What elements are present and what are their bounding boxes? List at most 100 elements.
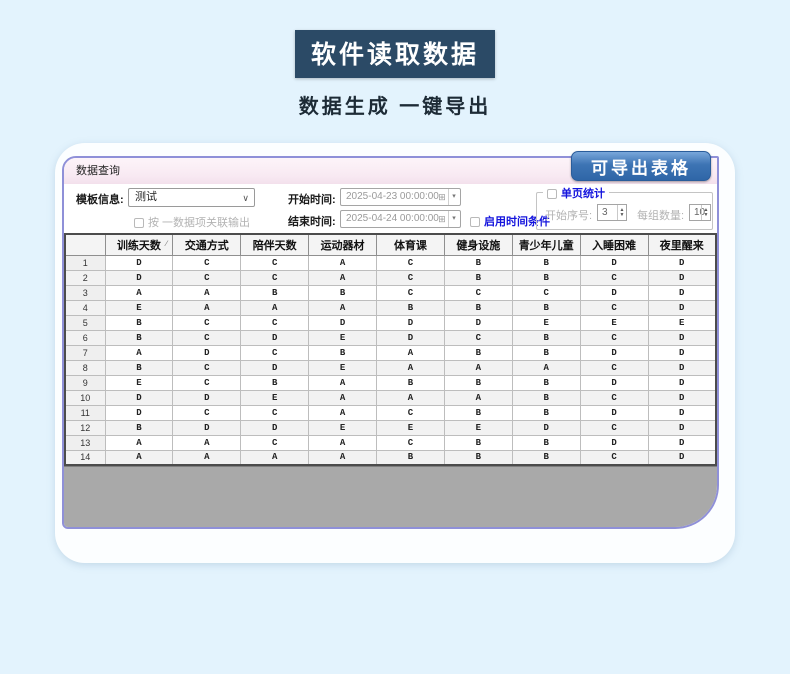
table-cell[interactable]: D (579, 404, 649, 421)
table-cell[interactable]: A (443, 389, 513, 406)
table-cell[interactable]: A (172, 434, 242, 451)
table-cell[interactable]: A (443, 359, 513, 376)
column-header[interactable]: 入睡困难 (579, 233, 649, 256)
table-row[interactable]: 11 D C C A C B B D D (64, 404, 717, 421)
table-row[interactable]: 14 A A A A B B B C D (64, 449, 717, 466)
table-cell[interactable]: C (172, 329, 242, 346)
table-cell[interactable]: E (104, 299, 174, 316)
table-cell[interactable]: A (172, 284, 242, 301)
table-cell[interactable]: D (240, 419, 310, 436)
table-cell[interactable]: B (240, 374, 310, 391)
table-cell[interactable]: B (104, 419, 174, 436)
table-cell[interactable]: C (579, 329, 649, 346)
table-cell[interactable]: C (579, 269, 649, 286)
link-output-checkbox[interactable] (134, 218, 144, 229)
table-cell[interactable]: A (240, 449, 310, 466)
dropdown-arrow-icon[interactable]: ▾ (452, 193, 456, 200)
enable-time-option[interactable]: 启用时间条件 (470, 213, 550, 229)
table-cell[interactable]: D (579, 254, 649, 271)
table-cell[interactable]: D (647, 359, 717, 376)
table-cell[interactable]: D (647, 344, 717, 361)
table-cell[interactable]: B (308, 284, 377, 301)
table-cell[interactable]: D (376, 314, 445, 331)
table-cell[interactable]: A (376, 389, 445, 406)
table-cell[interactable]: C (172, 314, 242, 331)
table-cell[interactable]: D (376, 329, 445, 346)
table-cell[interactable]: B (443, 299, 513, 316)
group-count-stepper[interactable]: 10 ▲ ▼ (689, 204, 711, 221)
table-cell[interactable]: D (647, 329, 717, 346)
table-cell[interactable]: A (104, 449, 174, 466)
table-cell[interactable]: B (443, 254, 513, 271)
table-cell[interactable]: D (579, 374, 649, 391)
table-cell[interactable]: D (647, 419, 717, 436)
column-header[interactable]: 运动器材 (308, 233, 377, 256)
spin-down-icon[interactable]: ▼ (703, 211, 709, 218)
dropdown-arrow-icon[interactable]: ▾ (452, 215, 456, 222)
table-cell[interactable]: A (308, 389, 377, 406)
table-cell[interactable]: C (240, 344, 310, 361)
column-header[interactable]: 陪伴天数 (240, 233, 310, 256)
datetime-picker-icon[interactable]: ⊞ (436, 211, 449, 227)
link-output-option[interactable]: 按 一数据项关联输出 (134, 214, 250, 230)
table-cell[interactable]: D (579, 284, 649, 301)
export-badge[interactable]: 可导出表格 (571, 151, 711, 181)
table-cell[interactable]: E (511, 314, 581, 331)
table-cell[interactable]: B (308, 344, 377, 361)
table-cell[interactable]: B (443, 404, 513, 421)
table-cell[interactable]: C (172, 254, 242, 271)
spin-down-icon[interactable]: ▼ (619, 211, 625, 218)
spin-up-icon[interactable]: ▲ (703, 206, 709, 213)
table-cell[interactable]: A (308, 434, 377, 451)
table-cell[interactable]: A (104, 284, 174, 301)
table-cell[interactable]: D (240, 359, 310, 376)
single-page-option[interactable]: 单页统计 (543, 185, 609, 201)
table-cell[interactable]: B (443, 374, 513, 391)
table-cell[interactable]: B (443, 449, 513, 466)
table-cell[interactable]: D (511, 419, 581, 436)
table-cell[interactable]: E (104, 374, 174, 391)
table-cell[interactable]: D (172, 344, 242, 361)
table-cell[interactable]: C (511, 284, 581, 301)
column-header[interactable]: 夜里醒来 (647, 233, 717, 256)
template-select[interactable]: 测试 ∨ (128, 188, 255, 207)
table-cell[interactable]: B (511, 329, 581, 346)
table-cell[interactable]: B (104, 314, 174, 331)
table-cell[interactable]: D (104, 404, 174, 421)
table-cell[interactable]: C (579, 419, 649, 436)
table-cell[interactable]: D (104, 254, 174, 271)
table-cell[interactable]: D (647, 269, 717, 286)
table-cell[interactable]: A (376, 344, 445, 361)
table-cell[interactable]: C (240, 254, 310, 271)
table-cell[interactable]: D (172, 419, 242, 436)
table-cell[interactable]: C (376, 434, 445, 451)
table-cell[interactable]: A (308, 269, 377, 286)
datetime-picker-icon[interactable]: ⊞ (436, 189, 449, 205)
table-cell[interactable]: D (308, 314, 377, 331)
table-cell[interactable]: A (308, 299, 377, 316)
table-cell[interactable]: C (376, 404, 445, 421)
table-cell[interactable]: A (104, 434, 174, 451)
table-cell[interactable]: D (172, 389, 242, 406)
table-cell[interactable]: B (511, 254, 581, 271)
table-cell[interactable]: C (443, 329, 513, 346)
table-cell[interactable]: D (647, 374, 717, 391)
table-cell[interactable]: D (647, 254, 717, 271)
table-cell[interactable]: A (511, 359, 581, 376)
table-cell[interactable]: B (104, 359, 174, 376)
table-cell[interactable]: B (443, 269, 513, 286)
start-time-input[interactable]: 2025-04-23 00:00:00 ⊞ ▾ (340, 188, 461, 206)
table-cell[interactable]: E (647, 314, 717, 331)
table-cell[interactable]: B (511, 449, 581, 466)
end-time-input[interactable]: 2025-04-24 00:00:00 ⊞ ▾ (340, 210, 461, 228)
table-cell[interactable]: D (579, 434, 649, 451)
table-cell[interactable]: E (240, 389, 310, 406)
table-cell[interactable]: C (172, 374, 242, 391)
